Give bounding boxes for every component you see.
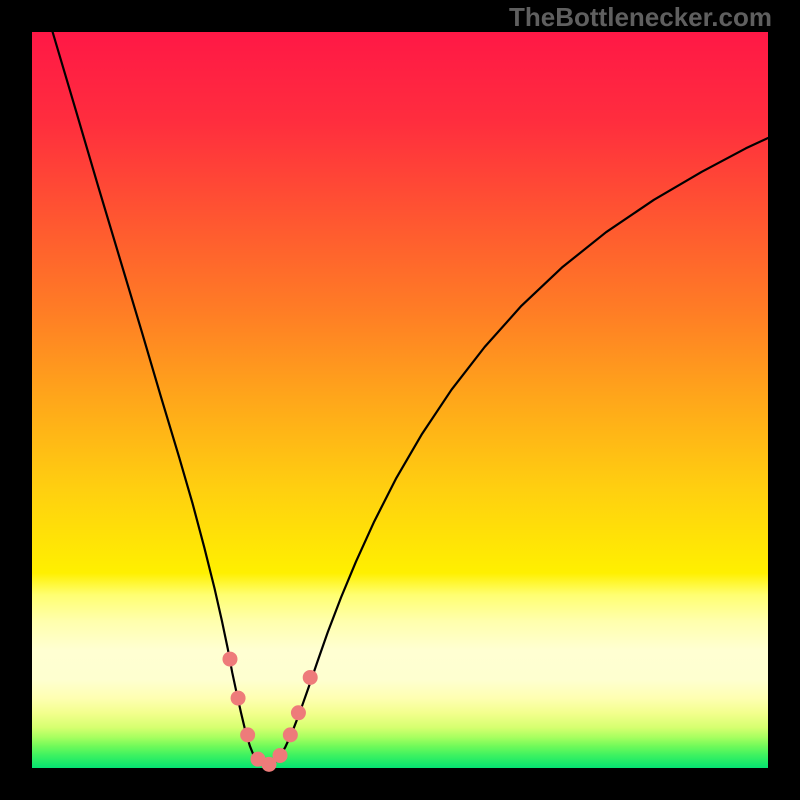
data-marker xyxy=(303,670,318,685)
plot-area xyxy=(32,32,768,768)
data-marker xyxy=(273,748,288,763)
data-marker xyxy=(283,727,298,742)
data-marker xyxy=(231,691,246,706)
watermark-text: TheBottlenecker.com xyxy=(509,2,772,33)
data-marker xyxy=(240,727,255,742)
data-marker xyxy=(222,652,237,667)
data-marker xyxy=(291,705,306,720)
marker-layer xyxy=(32,32,768,768)
